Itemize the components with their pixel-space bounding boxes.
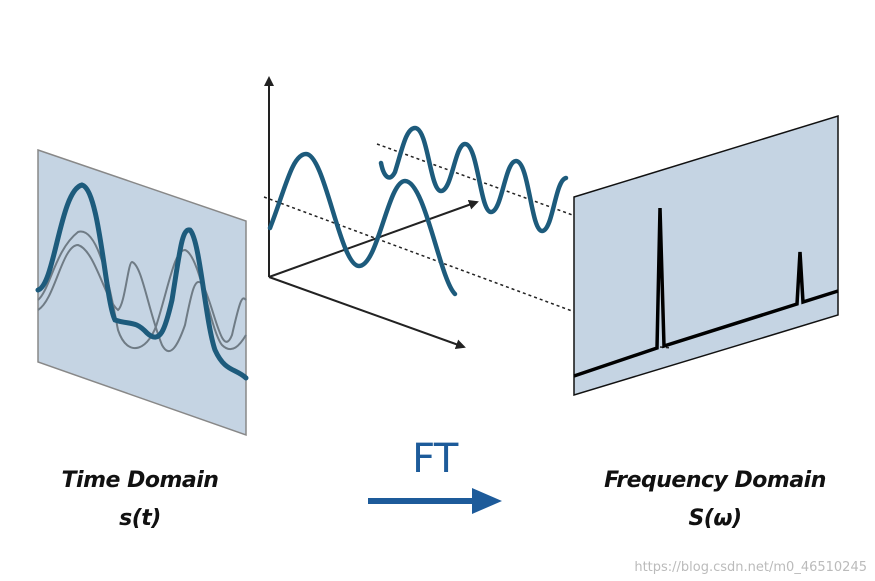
component-wave-1 [37,230,247,351]
spectrum-curve [573,207,839,378]
frequency-domain-label: Frequency Domain [604,468,826,493]
time-domain-label: Time Domain [61,468,219,493]
watermark: https://blog.csdn.net/m0_46510245 [634,560,867,575]
ft-label: FT [412,436,458,482]
component-wave-2 [37,243,247,353]
frequency-domain-panel [573,114,839,397]
frequency-signal-label: S(ω) [688,506,742,531]
3d-axes [264,76,479,350]
time-signal-label: s(t) [119,506,161,531]
time-domain-panel [35,148,249,437]
ft-arrow [368,488,502,514]
high-frequency-wave [378,125,569,234]
low-frequency-wave [267,151,458,297]
time-signal-curve [35,182,249,381]
